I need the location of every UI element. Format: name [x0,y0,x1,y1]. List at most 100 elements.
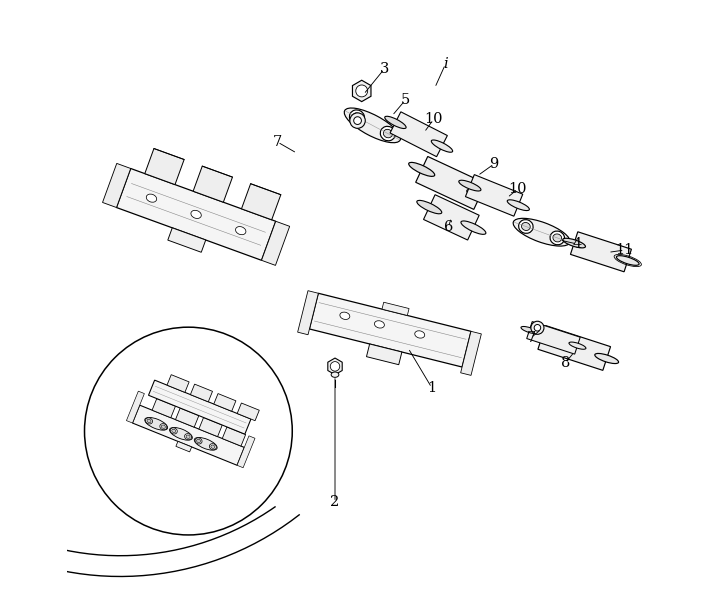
Ellipse shape [534,324,541,331]
Ellipse shape [145,418,153,424]
Ellipse shape [409,162,435,176]
Polygon shape [328,358,342,375]
Ellipse shape [356,85,368,97]
Ellipse shape [550,231,565,245]
Ellipse shape [191,211,201,218]
Text: 8: 8 [561,356,570,370]
Ellipse shape [531,321,544,334]
Ellipse shape [147,419,151,422]
Ellipse shape [354,117,361,124]
Ellipse shape [169,427,193,440]
Polygon shape [416,156,486,209]
Text: 3: 3 [379,62,389,76]
Ellipse shape [211,445,215,449]
Text: 4: 4 [573,237,582,251]
Ellipse shape [507,200,529,211]
Text: 7: 7 [273,135,282,149]
Polygon shape [116,168,276,260]
Polygon shape [424,195,479,240]
Polygon shape [168,228,206,252]
Polygon shape [538,325,611,370]
Ellipse shape [185,434,192,440]
Polygon shape [310,293,471,367]
Text: 1: 1 [427,381,436,394]
Ellipse shape [353,113,361,121]
Ellipse shape [431,140,453,152]
Text: 5: 5 [401,93,410,108]
Polygon shape [176,441,192,452]
Text: 10: 10 [425,112,443,126]
Polygon shape [526,322,580,354]
Polygon shape [297,291,318,335]
Ellipse shape [461,221,486,234]
Polygon shape [241,184,281,220]
Ellipse shape [530,333,554,343]
Ellipse shape [385,116,406,129]
Ellipse shape [340,312,350,320]
Ellipse shape [170,428,177,434]
Ellipse shape [553,234,562,242]
Polygon shape [353,80,371,102]
Polygon shape [461,331,481,375]
Ellipse shape [236,227,246,234]
Ellipse shape [160,424,166,430]
Ellipse shape [186,435,190,439]
Ellipse shape [467,189,493,203]
Polygon shape [103,164,131,208]
Text: 2: 2 [330,495,340,509]
Text: 10: 10 [509,182,527,196]
Polygon shape [262,221,289,265]
Ellipse shape [350,110,364,124]
Polygon shape [148,380,251,434]
Text: 11: 11 [616,243,634,257]
Polygon shape [465,174,523,216]
Polygon shape [237,436,255,468]
Polygon shape [175,408,199,427]
Polygon shape [190,384,212,402]
Ellipse shape [345,108,401,143]
Polygon shape [382,302,409,315]
Polygon shape [222,427,246,446]
Ellipse shape [350,113,365,129]
Ellipse shape [146,194,156,202]
Ellipse shape [459,180,481,191]
Polygon shape [199,418,222,437]
Text: 9: 9 [489,157,499,171]
Ellipse shape [331,372,339,377]
Polygon shape [571,232,632,272]
Ellipse shape [374,321,385,328]
Ellipse shape [383,129,393,138]
Polygon shape [152,399,175,418]
Ellipse shape [595,353,619,364]
Ellipse shape [521,327,538,334]
Ellipse shape [196,439,201,443]
Ellipse shape [521,223,530,230]
Ellipse shape [415,331,425,338]
Ellipse shape [616,256,639,265]
Ellipse shape [195,438,202,444]
Text: 6: 6 [443,221,453,234]
Ellipse shape [518,220,533,233]
Ellipse shape [563,238,585,248]
Ellipse shape [417,201,442,214]
Ellipse shape [161,425,165,428]
Polygon shape [145,149,184,184]
Polygon shape [237,403,260,421]
Ellipse shape [380,126,395,141]
Polygon shape [214,393,236,411]
Text: i: i [443,57,448,71]
Text: 7: 7 [526,331,536,345]
Polygon shape [126,391,145,423]
Ellipse shape [172,429,176,433]
Polygon shape [193,166,233,202]
Ellipse shape [145,418,168,430]
Polygon shape [366,344,402,365]
Ellipse shape [330,362,340,371]
Ellipse shape [194,437,217,450]
Polygon shape [132,405,244,465]
Polygon shape [390,112,447,156]
Ellipse shape [569,342,586,349]
Polygon shape [167,375,189,392]
Ellipse shape [513,218,570,246]
Ellipse shape [209,444,217,450]
